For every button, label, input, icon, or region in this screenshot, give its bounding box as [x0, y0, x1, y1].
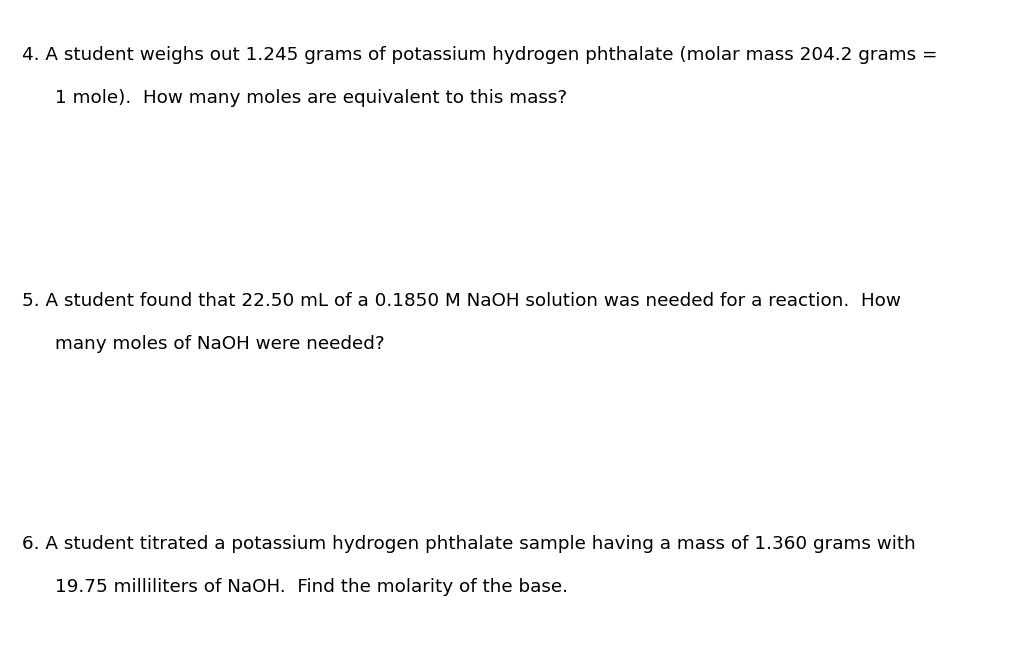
Text: 6. A student titrated a potassium hydrogen phthalate sample having a mass of 1.3: 6. A student titrated a potassium hydrog…	[21, 535, 916, 553]
Text: 1 mole).  How many moles are equivalent to this mass?: 1 mole). How many moles are equivalent t…	[55, 89, 566, 106]
Text: 19.75 milliliters of NaOH.  Find the molarity of the base.: 19.75 milliliters of NaOH. Find the mola…	[55, 578, 567, 596]
Text: many moles of NaOH were needed?: many moles of NaOH were needed?	[55, 335, 385, 353]
Text: 4. A student weighs out 1.245 grams of potassium hydrogen phthalate (molar mass : 4. A student weighs out 1.245 grams of p…	[21, 46, 937, 64]
Text: 5. A student found that 22.50 mL of a 0.1850 M NaOH solution was needed for a re: 5. A student found that 22.50 mL of a 0.…	[21, 292, 900, 310]
